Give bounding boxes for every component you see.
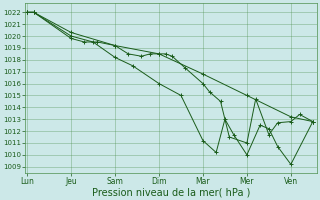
X-axis label: Pression niveau de la mer( hPa ): Pression niveau de la mer( hPa ) xyxy=(92,187,250,197)
